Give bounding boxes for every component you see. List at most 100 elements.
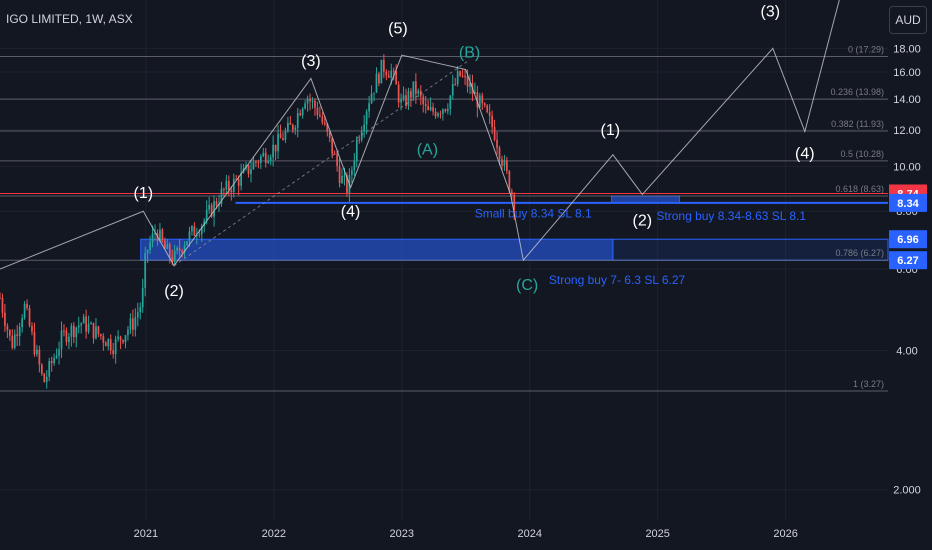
candle-body	[210, 204, 213, 217]
candle-body	[397, 84, 400, 103]
fib-label: 0.382 (11.93)	[831, 119, 884, 129]
candle-body	[183, 245, 186, 253]
x-tick-label: 2021	[134, 528, 158, 540]
candle-body	[272, 144, 274, 158]
candle-body	[437, 113, 439, 117]
candle-body	[439, 113, 442, 115]
candle-body	[341, 175, 343, 184]
x-tick-label: 2025	[645, 528, 669, 540]
candle-body	[215, 201, 218, 206]
candle-body	[506, 160, 508, 172]
candle-body	[422, 96, 425, 105]
candle-body	[493, 127, 496, 140]
candle-body	[240, 172, 243, 186]
candle-body	[294, 127, 297, 130]
candle-body	[392, 70, 395, 72]
x-tick-label: 2024	[517, 528, 541, 540]
candle-body	[291, 124, 294, 130]
candle-body	[114, 339, 117, 355]
candle-body	[464, 75, 466, 77]
candle-body	[70, 325, 73, 337]
candle-body	[119, 336, 122, 341]
wave-path	[0, 0, 840, 270]
candle-body	[365, 111, 368, 125]
candle-body	[451, 84, 454, 96]
candle-body	[95, 326, 97, 339]
candle-body	[139, 307, 142, 313]
buy-zone	[611, 195, 680, 204]
candle-body	[390, 70, 393, 78]
candle-body	[33, 331, 36, 355]
price-label: 6.96	[897, 234, 918, 246]
candle-body	[412, 81, 415, 98]
candle-body	[97, 326, 100, 335]
candle-body	[26, 303, 28, 309]
candle-body	[85, 316, 87, 332]
candle-body	[442, 109, 444, 114]
currency-button[interactable]: AUD	[889, 6, 927, 34]
candle-body	[259, 156, 262, 163]
candle-body	[427, 105, 430, 111]
wave-label: (2)	[633, 213, 653, 230]
candle-body	[483, 103, 486, 106]
candle-body	[387, 75, 390, 78]
wave-label: (B)	[459, 44, 480, 61]
y-tick-label: 18.00	[893, 43, 921, 55]
candle-body	[296, 113, 299, 128]
candle-body	[274, 144, 277, 152]
candle-body	[208, 204, 211, 210]
candle-body	[134, 317, 137, 330]
candle-body	[6, 325, 9, 330]
price-label: 8.34	[897, 198, 919, 210]
candle-body	[8, 329, 11, 336]
candle-body	[277, 133, 279, 152]
annotation-text: Small buy 8.34 SL 8.1	[475, 207, 592, 221]
candle-body	[82, 316, 85, 324]
wave-label: (4)	[795, 146, 815, 163]
candle-body	[195, 235, 198, 237]
price-labels: 8.748.346.966.27	[889, 184, 927, 270]
candle-body	[13, 334, 16, 348]
candle-body	[264, 152, 267, 163]
price-label-box	[889, 251, 927, 270]
wave-label: (3)	[301, 53, 321, 70]
y-tick-label: 10.00	[893, 161, 921, 173]
x-axis: 2021 2022 2023 2024 2025 2026	[134, 528, 798, 540]
candle-body	[459, 71, 462, 76]
candle-body	[161, 229, 164, 241]
candle-body	[75, 327, 78, 338]
wave-label: (2)	[164, 283, 184, 300]
candle-body	[338, 166, 341, 184]
y-axis: 2.0004.006.008.0010.0012.0014.0016.0018.…	[893, 43, 921, 496]
candle-body	[92, 322, 95, 339]
candle-body	[414, 81, 417, 94]
candle-body	[343, 175, 346, 177]
candle-body	[378, 73, 380, 84]
candle-body	[311, 100, 314, 102]
candle-body	[235, 178, 238, 180]
candle-body	[136, 312, 139, 318]
horizontal-lines	[0, 192, 888, 204]
candle-body	[513, 194, 516, 211]
candle-body	[466, 76, 469, 87]
candle-body	[287, 122, 289, 132]
candle-body	[176, 247, 179, 251]
candle-body	[146, 250, 149, 254]
candle-body	[252, 161, 255, 170]
fib-label: 1 (3.27)	[853, 379, 884, 389]
candle-body	[402, 95, 405, 100]
candle-body	[168, 244, 171, 257]
candle-body	[104, 342, 107, 347]
fib-label: 0.236 (13.98)	[830, 87, 884, 97]
candle-body	[4, 312, 6, 326]
candle-body	[31, 325, 33, 332]
candle-body	[486, 105, 489, 113]
candle-body	[87, 324, 90, 332]
wave-label: (A)	[417, 142, 438, 159]
candle-body	[319, 115, 321, 117]
candle-body	[400, 99, 402, 103]
candle-body	[109, 339, 112, 351]
candle-body	[43, 373, 46, 383]
candle-body	[237, 179, 240, 186]
